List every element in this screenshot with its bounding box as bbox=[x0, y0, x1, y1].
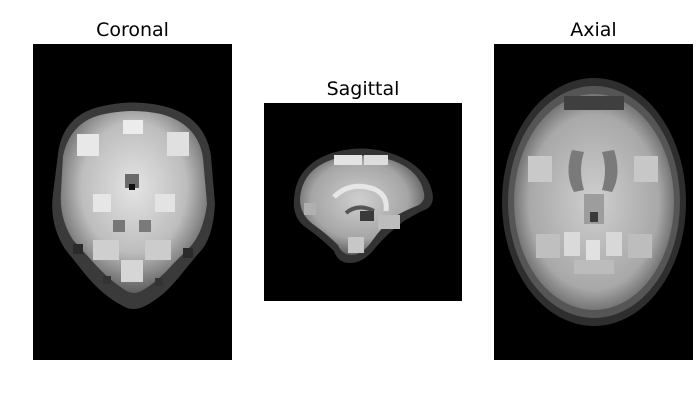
axial-title: Axial bbox=[494, 19, 693, 41]
sagittal-brain-rendering bbox=[264, 103, 462, 301]
axial-slice-image bbox=[494, 44, 693, 360]
coronal-title: Coronal bbox=[33, 19, 232, 41]
coronal-slice-image bbox=[33, 44, 232, 360]
axial-brain-rendering bbox=[494, 44, 693, 360]
coronal-brain-rendering bbox=[33, 44, 232, 360]
sagittal-title: Sagittal bbox=[264, 78, 462, 100]
sagittal-slice-image bbox=[264, 103, 462, 301]
